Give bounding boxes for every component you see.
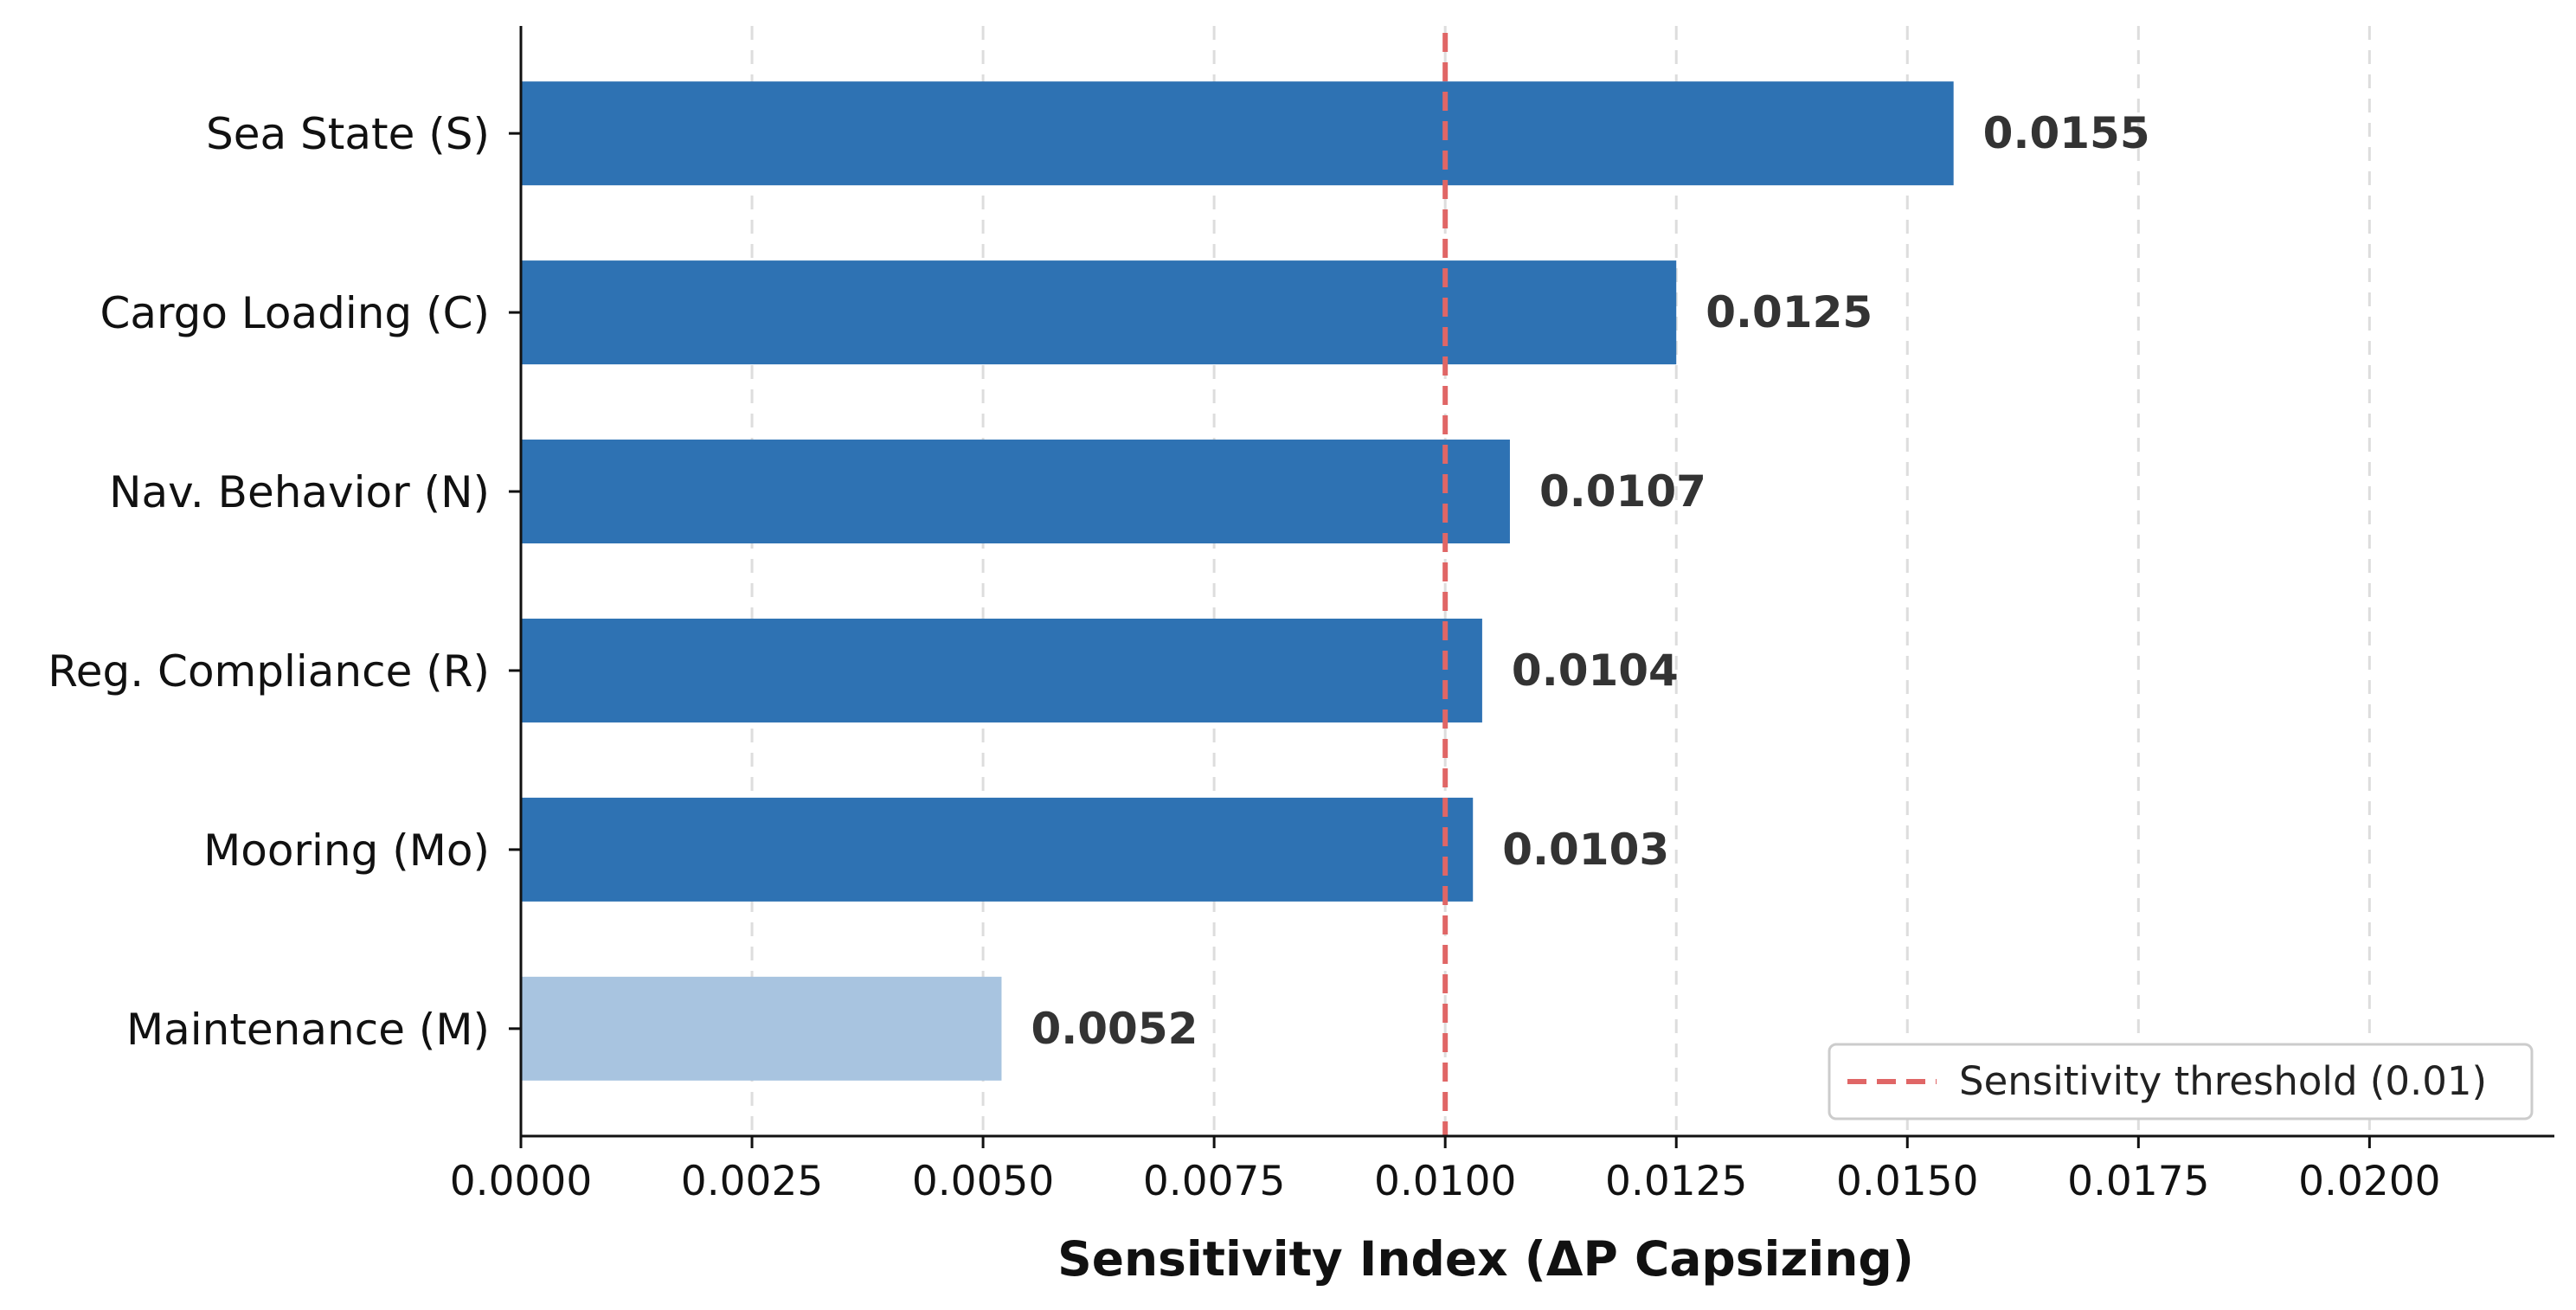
y-axis-ticks: Sea State (S) Cargo Loading (C) Nav. Behav… bbox=[48, 109, 521, 1055]
category-label: Sea State (S) bbox=[206, 109, 490, 159]
x-tick-label: 0.0150 bbox=[1836, 1158, 1978, 1205]
value-label: 0.0155 bbox=[1983, 108, 2150, 158]
x-tick-label: 0.0000 bbox=[450, 1158, 592, 1205]
bars bbox=[521, 81, 1954, 1081]
category-label: Nav. Behavior (N) bbox=[109, 467, 490, 517]
category-label: Cargo Loading (C) bbox=[100, 288, 490, 338]
value-label: 0.0052 bbox=[1031, 1004, 1198, 1054]
x-tick-label: 0.0175 bbox=[2067, 1158, 2209, 1205]
bar bbox=[521, 81, 1954, 186]
x-axis-ticks: 0.0000 0.0025 0.0050 0.0075 0.0100 0.0125 0.01… bbox=[450, 1136, 2441, 1205]
bar bbox=[521, 260, 1677, 365]
value-label: 0.0103 bbox=[1502, 825, 1669, 875]
x-tick-label: 0.0100 bbox=[1374, 1158, 1516, 1205]
bar bbox=[521, 976, 1002, 1081]
bar bbox=[521, 797, 1474, 902]
x-tick-label: 0.0025 bbox=[681, 1158, 823, 1205]
x-axis-label: Sensitivity Index (ΔP Capsizing) bbox=[1057, 1231, 1914, 1287]
legend: Sensitivity threshold (0.01) bbox=[1828, 1043, 2534, 1121]
legend-box bbox=[1828, 1043, 2534, 1121]
legend-label-threshold: Sensitivity threshold (0.01) bbox=[1959, 1058, 2487, 1104]
category-label: Maintenance (M) bbox=[126, 1005, 490, 1055]
x-tick-label: 0.0075 bbox=[1143, 1158, 1285, 1205]
value-labels: 0.0155 0.0125 0.0107 0.0104 0.0103 0.0052 bbox=[1031, 108, 2149, 1054]
value-label: 0.0125 bbox=[1706, 287, 1873, 337]
x-tick-label: 0.0050 bbox=[912, 1158, 1054, 1205]
value-label: 0.0107 bbox=[1539, 466, 1706, 517]
value-label: 0.0104 bbox=[1512, 645, 1679, 696]
bar bbox=[521, 618, 1482, 722]
category-label: Reg. Compliance (R) bbox=[48, 646, 490, 697]
bar bbox=[521, 440, 1510, 544]
grid-lines bbox=[750, 26, 2371, 1136]
category-label: Mooring (Mo) bbox=[203, 825, 490, 876]
x-tick-label: 0.0200 bbox=[2298, 1158, 2440, 1205]
x-tick-label: 0.0125 bbox=[1605, 1158, 1747, 1205]
